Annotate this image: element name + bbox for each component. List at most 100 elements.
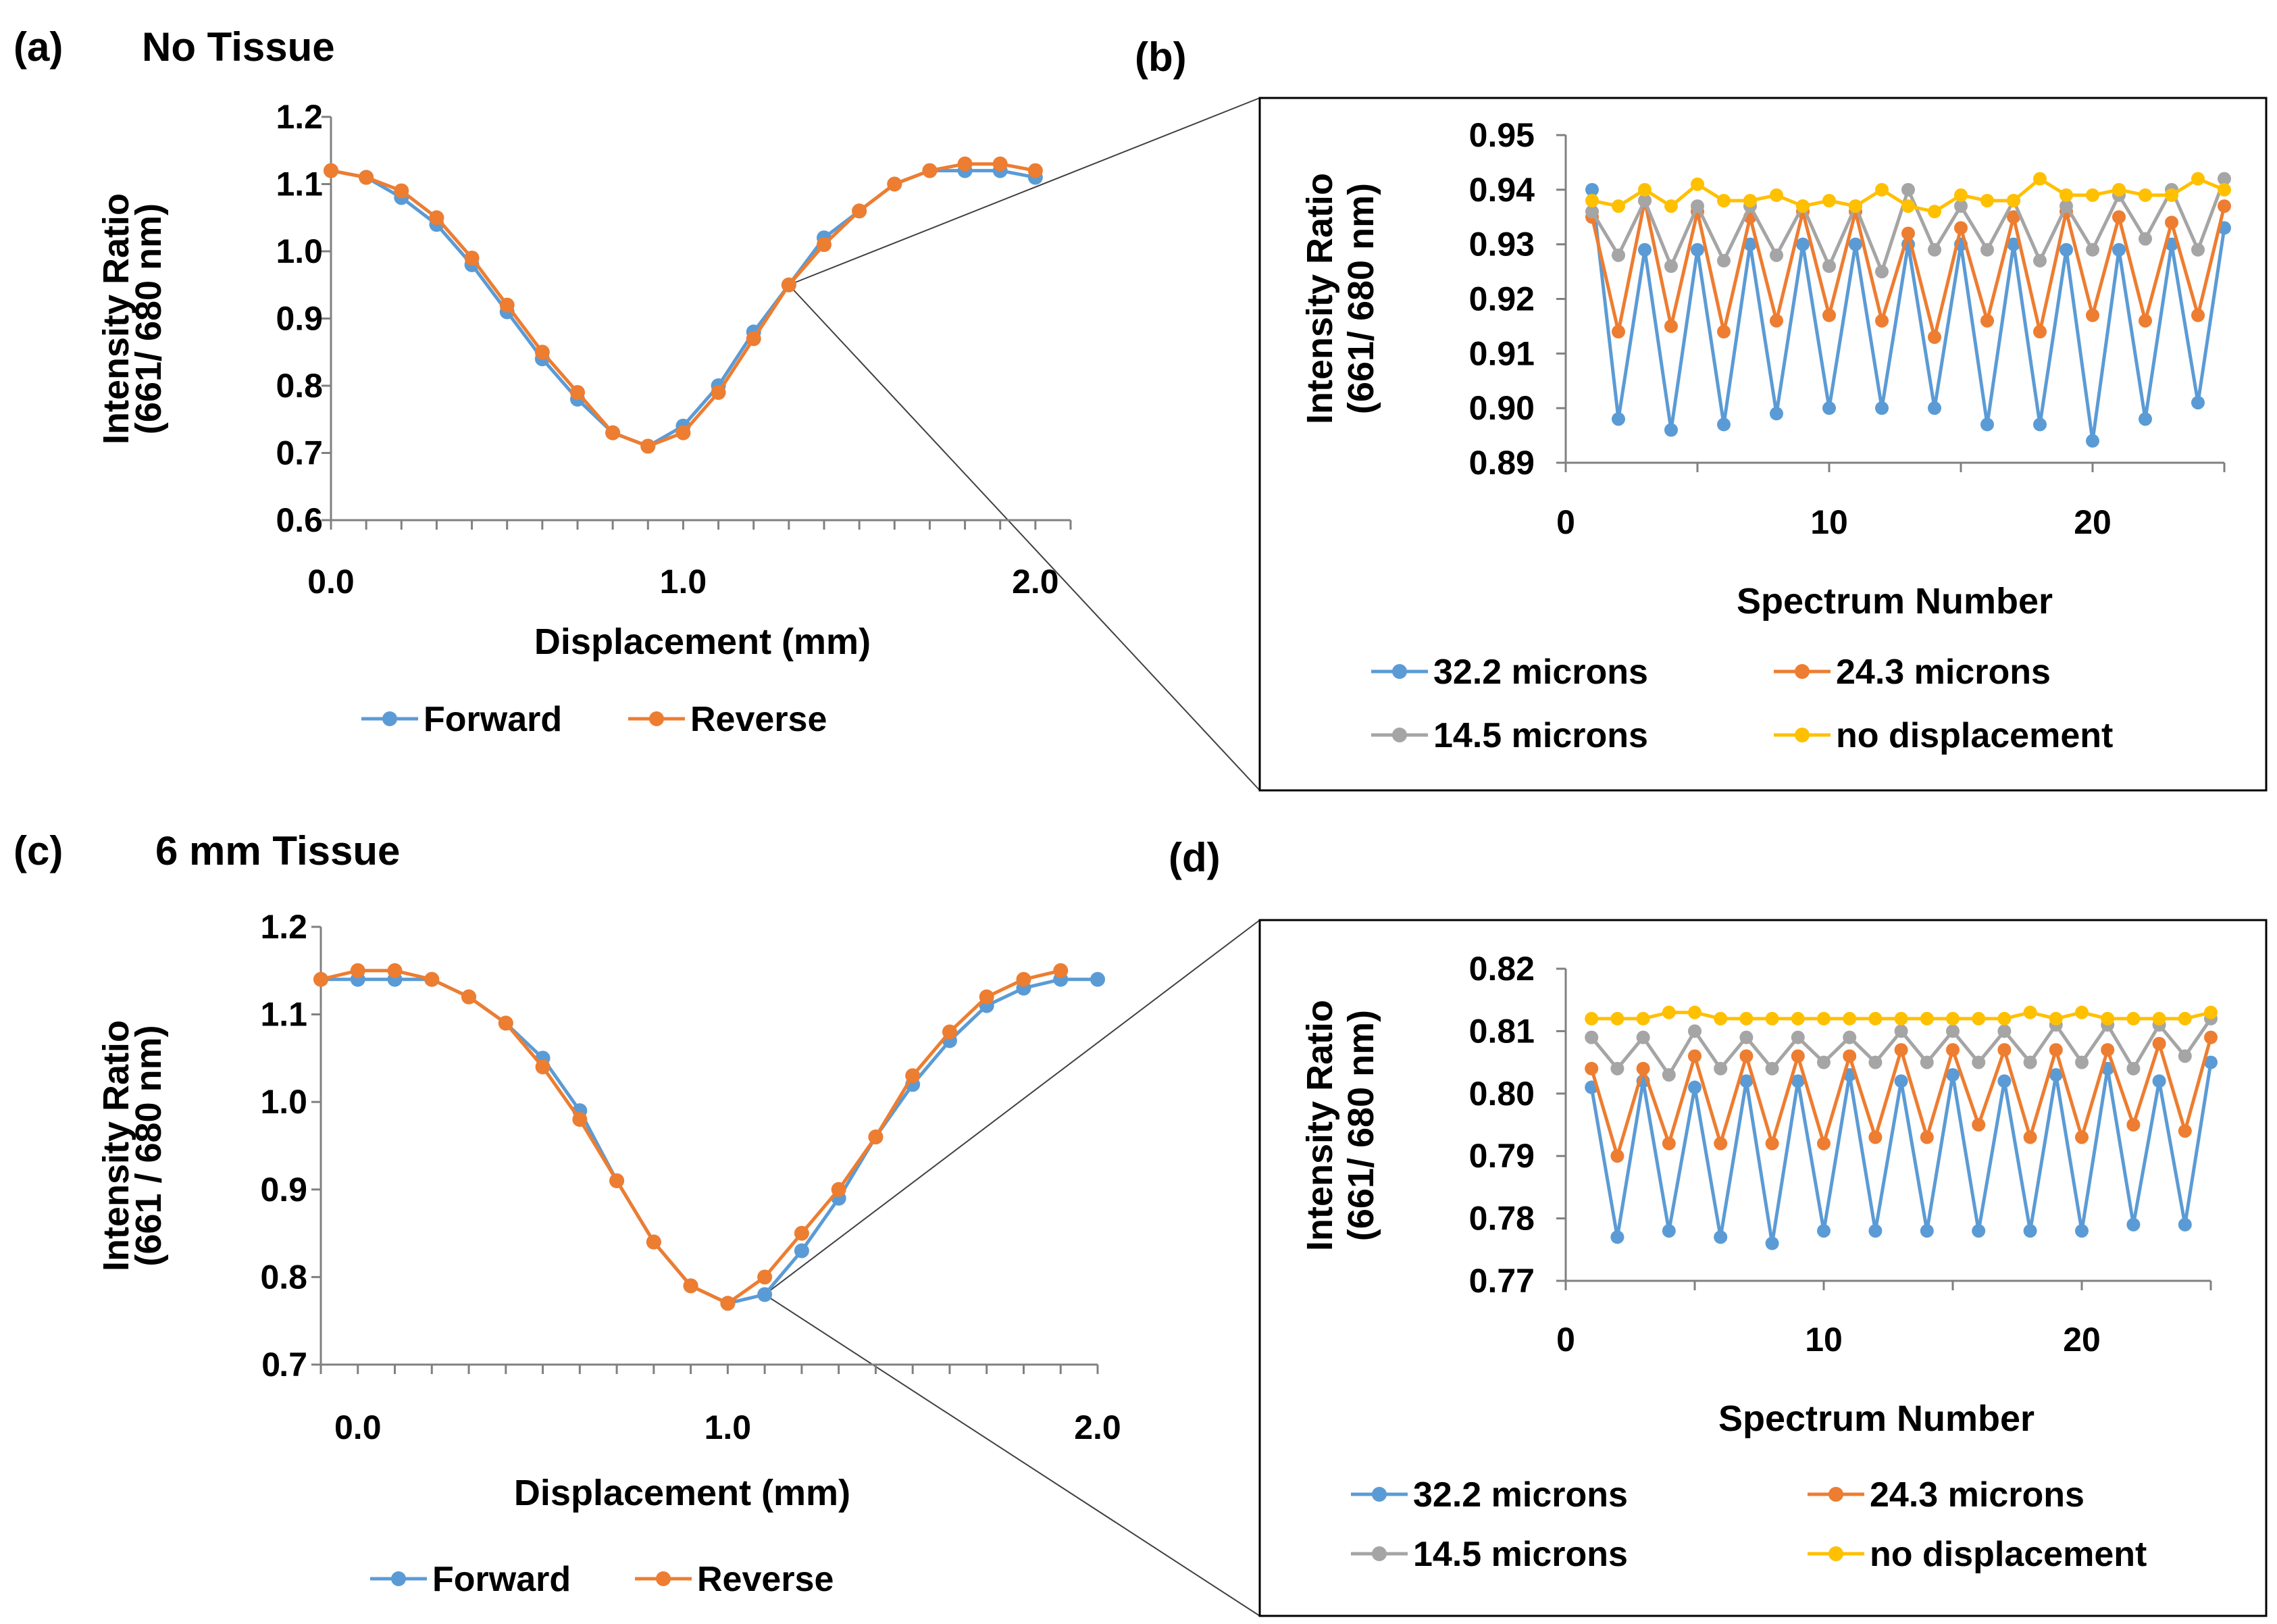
- data-point: [1875, 265, 1889, 279]
- legend-label: no displacement: [1836, 716, 2113, 755]
- x-tick-label: 0: [1556, 503, 1575, 541]
- data-point: [1972, 1011, 1986, 1025]
- y-tick-label: 0.77: [1469, 1262, 1535, 1300]
- series-forward: [313, 971, 1105, 1311]
- series-32-2-microns: [1585, 1055, 2218, 1250]
- data-point: [2033, 172, 2047, 186]
- data-point: [1920, 1011, 1934, 1025]
- data-point: [868, 1130, 884, 1145]
- panel-label: (c): [14, 828, 63, 873]
- data-point: [794, 1243, 809, 1259]
- data-point: [1868, 1130, 1883, 1144]
- y-tick-label: 0.95: [1469, 116, 1535, 154]
- legend-label: 14.5 microns: [1413, 1535, 1628, 1574]
- data-point: [957, 156, 973, 172]
- data-point: [1972, 1118, 1986, 1132]
- series-32-2-microns: [1585, 182, 2231, 448]
- data-point: [1791, 1049, 1805, 1063]
- data-point: [313, 971, 328, 987]
- x-tick-label: 0.0: [334, 1409, 382, 1446]
- data-point: [2075, 1055, 2089, 1069]
- data-point: [2101, 1043, 2115, 1057]
- x-tick-label: 10: [1805, 1321, 1843, 1359]
- data-point: [1688, 1080, 1702, 1094]
- data-point: [1638, 194, 1652, 207]
- y-tick-label: 0.79: [1469, 1137, 1535, 1175]
- data-point: [2049, 1068, 2063, 1082]
- zoom-frame: [1258, 919, 2268, 1617]
- data-point: [1610, 1230, 1624, 1244]
- y-tick-label: 1.2: [260, 908, 307, 946]
- data-point: [1714, 1061, 1728, 1075]
- data-point: [2126, 1118, 2141, 1132]
- x-tick-label: 2.0: [1074, 1409, 1121, 1446]
- data-point: [1662, 1136, 1676, 1150]
- data-point: [2178, 1011, 2192, 1025]
- y-tick-label: 0.92: [1469, 280, 1535, 318]
- series-24-3-microns: [1585, 1030, 2218, 1163]
- y-tick-label: 0.93: [1469, 226, 1535, 263]
- data-point: [1901, 199, 1915, 213]
- data-point: [2112, 182, 2126, 197]
- y-tick-label: 0.89: [1469, 444, 1535, 482]
- data-point: [1849, 199, 1862, 213]
- data-point: [1997, 1024, 2012, 1038]
- data-point: [2152, 1074, 2166, 1088]
- data-point: [1946, 1011, 1960, 1025]
- data-point: [1875, 182, 1889, 197]
- legend-label: 32.2 microns: [1433, 653, 1648, 692]
- chart-panel-d: (d) 0.77 0.78 0.79 0.80 0.81 0.82 0 10 20 Spectrum…: [1169, 835, 2268, 1617]
- zoom-line: [788, 97, 1260, 286]
- data-point: [2191, 396, 2205, 410]
- data-point: [1765, 1136, 1779, 1150]
- y-tick-label: 0.82: [1469, 950, 1535, 988]
- y-tick-label: 1.0: [276, 232, 323, 270]
- y-tick-label-partial: 0: [261, 1346, 280, 1384]
- x-tick-label: 20: [2063, 1321, 2101, 1359]
- legend-label: 14.5 microns: [1433, 716, 1648, 755]
- data-point: [429, 210, 444, 226]
- data-point: [1770, 248, 1783, 262]
- data-point: [2023, 1005, 2037, 1019]
- data-point: [1843, 1011, 1857, 1025]
- data-point: [831, 1182, 846, 1197]
- legend-swatch-marker: [1795, 728, 1810, 742]
- y-axis-title: Intensity Ratio: [96, 1020, 136, 1271]
- data-point: [1610, 1061, 1624, 1075]
- data-point: [1928, 401, 1941, 415]
- data-point: [746, 331, 761, 347]
- series-14-5-microns: [1585, 172, 2231, 279]
- data-point: [1717, 253, 1731, 268]
- chart-panel-b: (b) 0.89 0.90 0.91 0.92 0.93 0.94 0.95 0 10 20 Spec…: [1135, 34, 2268, 792]
- data-point: [2007, 194, 2020, 207]
- x-axis-title: Displacement (mm): [534, 621, 871, 662]
- legend-label: 24.3 microns: [1836, 653, 2051, 692]
- data-point: [1739, 1030, 1754, 1044]
- data-point: [1980, 194, 1994, 207]
- data-point: [640, 438, 656, 454]
- data-point: [1691, 199, 1704, 213]
- data-point: [2075, 1130, 2089, 1144]
- data-point: [1662, 1068, 1676, 1082]
- data-point: [1868, 1224, 1883, 1238]
- y-tick-label: 0.94: [1469, 171, 1535, 209]
- legend-swatch-marker: [1828, 1546, 1843, 1561]
- data-point: [464, 250, 480, 265]
- data-point: [683, 1278, 698, 1294]
- data-point: [2204, 1055, 2218, 1069]
- legend-entry: Forward: [370, 1560, 571, 1599]
- data-point: [1585, 182, 1599, 197]
- data-point: [1980, 313, 1994, 328]
- panel-title: 6 mm Tissue: [155, 828, 400, 873]
- data-point: [2049, 1011, 2063, 1025]
- data-point: [1739, 1074, 1754, 1088]
- data-point: [2178, 1124, 2192, 1138]
- y-tick-label: 0.90: [1469, 389, 1535, 427]
- data-point: [720, 1296, 736, 1311]
- data-point: [1714, 1011, 1728, 1025]
- panel-label: (d): [1169, 835, 1221, 880]
- data-point: [2075, 1005, 2089, 1019]
- data-point: [1664, 199, 1678, 213]
- data-point: [2112, 243, 2126, 257]
